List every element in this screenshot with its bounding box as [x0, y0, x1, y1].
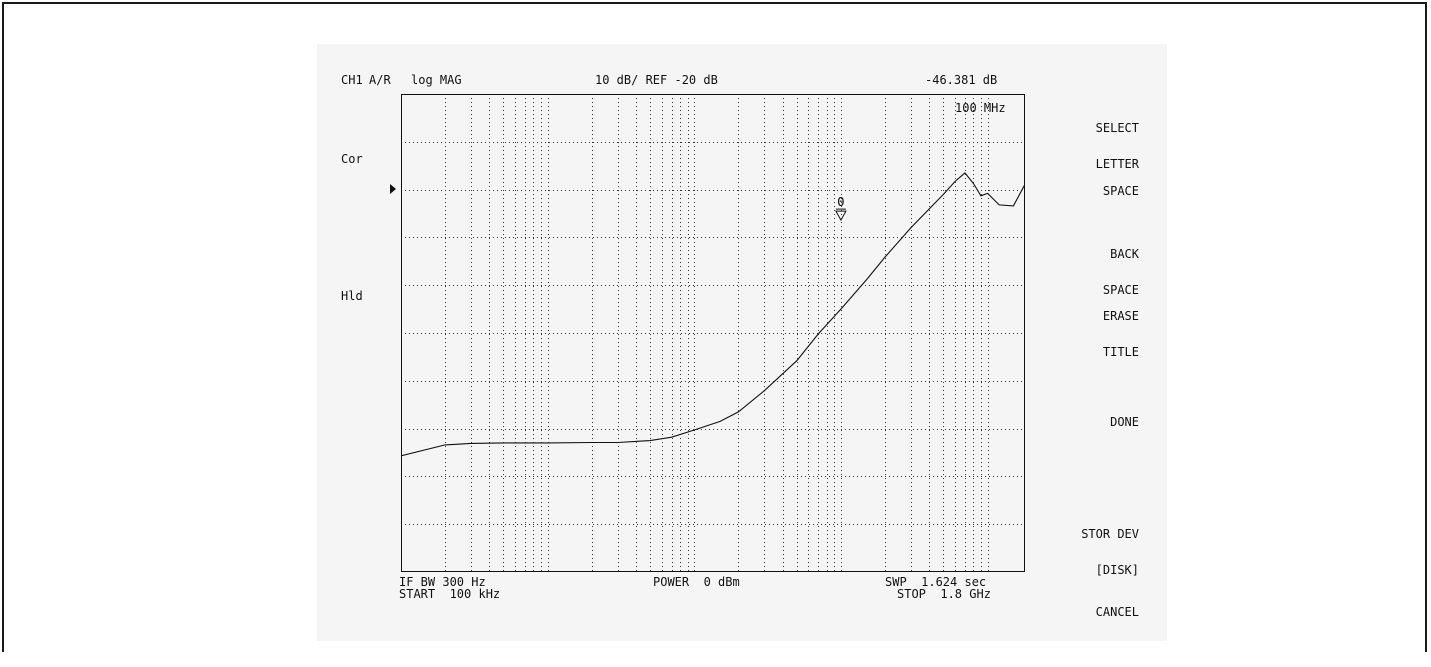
- graticule: [401, 94, 1025, 572]
- softkey-line1: SPACE: [1102, 184, 1139, 198]
- trace-plot[interactable]: 0: [401, 94, 1025, 572]
- softkey-cancel[interactable]: CANCEL: [1045, 582, 1139, 666]
- if-bandwidth-label: IF BW 300 Hz: [399, 575, 486, 589]
- parameter-label: A/R: [369, 73, 391, 87]
- softkey-line1: ERASE: [1102, 309, 1139, 323]
- start-frequency-label: START 100 kHz: [399, 587, 501, 601]
- hold-status: Hld: [341, 289, 363, 303]
- softkey-line1: STOR DEV: [1081, 527, 1139, 541]
- sweep-time-label: SWP 1.624 sec: [885, 575, 987, 589]
- softkey-line2: SPACE: [1102, 283, 1139, 297]
- format-label: log MAG: [411, 73, 462, 87]
- softkey-space[interactable]: SPACE: [1045, 161, 1139, 245]
- softkey-select-letter[interactable]: SELECT LETTER: [1045, 98, 1139, 194]
- softkey-stor-dev[interactable]: STOR DEV [DISK]: [1045, 504, 1139, 600]
- softkey-back-space[interactable]: BACK SPACE: [1045, 224, 1139, 320]
- plot-border: [401, 94, 1025, 572]
- marker-0: 0: [835, 195, 847, 222]
- softkey-line1: BACK: [1110, 247, 1139, 261]
- scale-ref-label: 10 dB/ REF -20 dB: [595, 73, 718, 87]
- outer-frame: [2, 2, 1427, 652]
- softkey-line2: [DISK]: [1095, 563, 1139, 577]
- softkey-line2: TITLE: [1102, 345, 1139, 359]
- softkey-line1: DONE: [1110, 415, 1139, 429]
- marker-label: 0: [837, 195, 844, 209]
- softkey-line1: SELECT: [1095, 121, 1139, 135]
- trace-line: [401, 172, 1025, 457]
- analyzer-screen: CH1 A/R log MAG 10 dB/ REF -20 dB -46.38…: [317, 44, 1167, 641]
- reference-position-icon: [390, 184, 396, 194]
- softkey-line2: LETTER: [1095, 157, 1139, 171]
- power-label: POWER 0 dBm: [653, 575, 740, 589]
- stop-frequency-label: STOP 1.8 GHz: [897, 587, 991, 601]
- softkey-erase-title[interactable]: ERASE TITLE: [1045, 286, 1139, 382]
- softkey-line1: CANCEL: [1095, 605, 1139, 619]
- marker-frequency: 100 MHz: [955, 101, 1006, 115]
- marker-triangle-icon: [835, 210, 847, 222]
- channel-label: CH1: [341, 73, 363, 87]
- softkey-done[interactable]: DONE: [1045, 392, 1139, 476]
- marker-value-readout: -46.381 dB: [925, 73, 998, 87]
- correction-status: Cor: [341, 152, 363, 166]
